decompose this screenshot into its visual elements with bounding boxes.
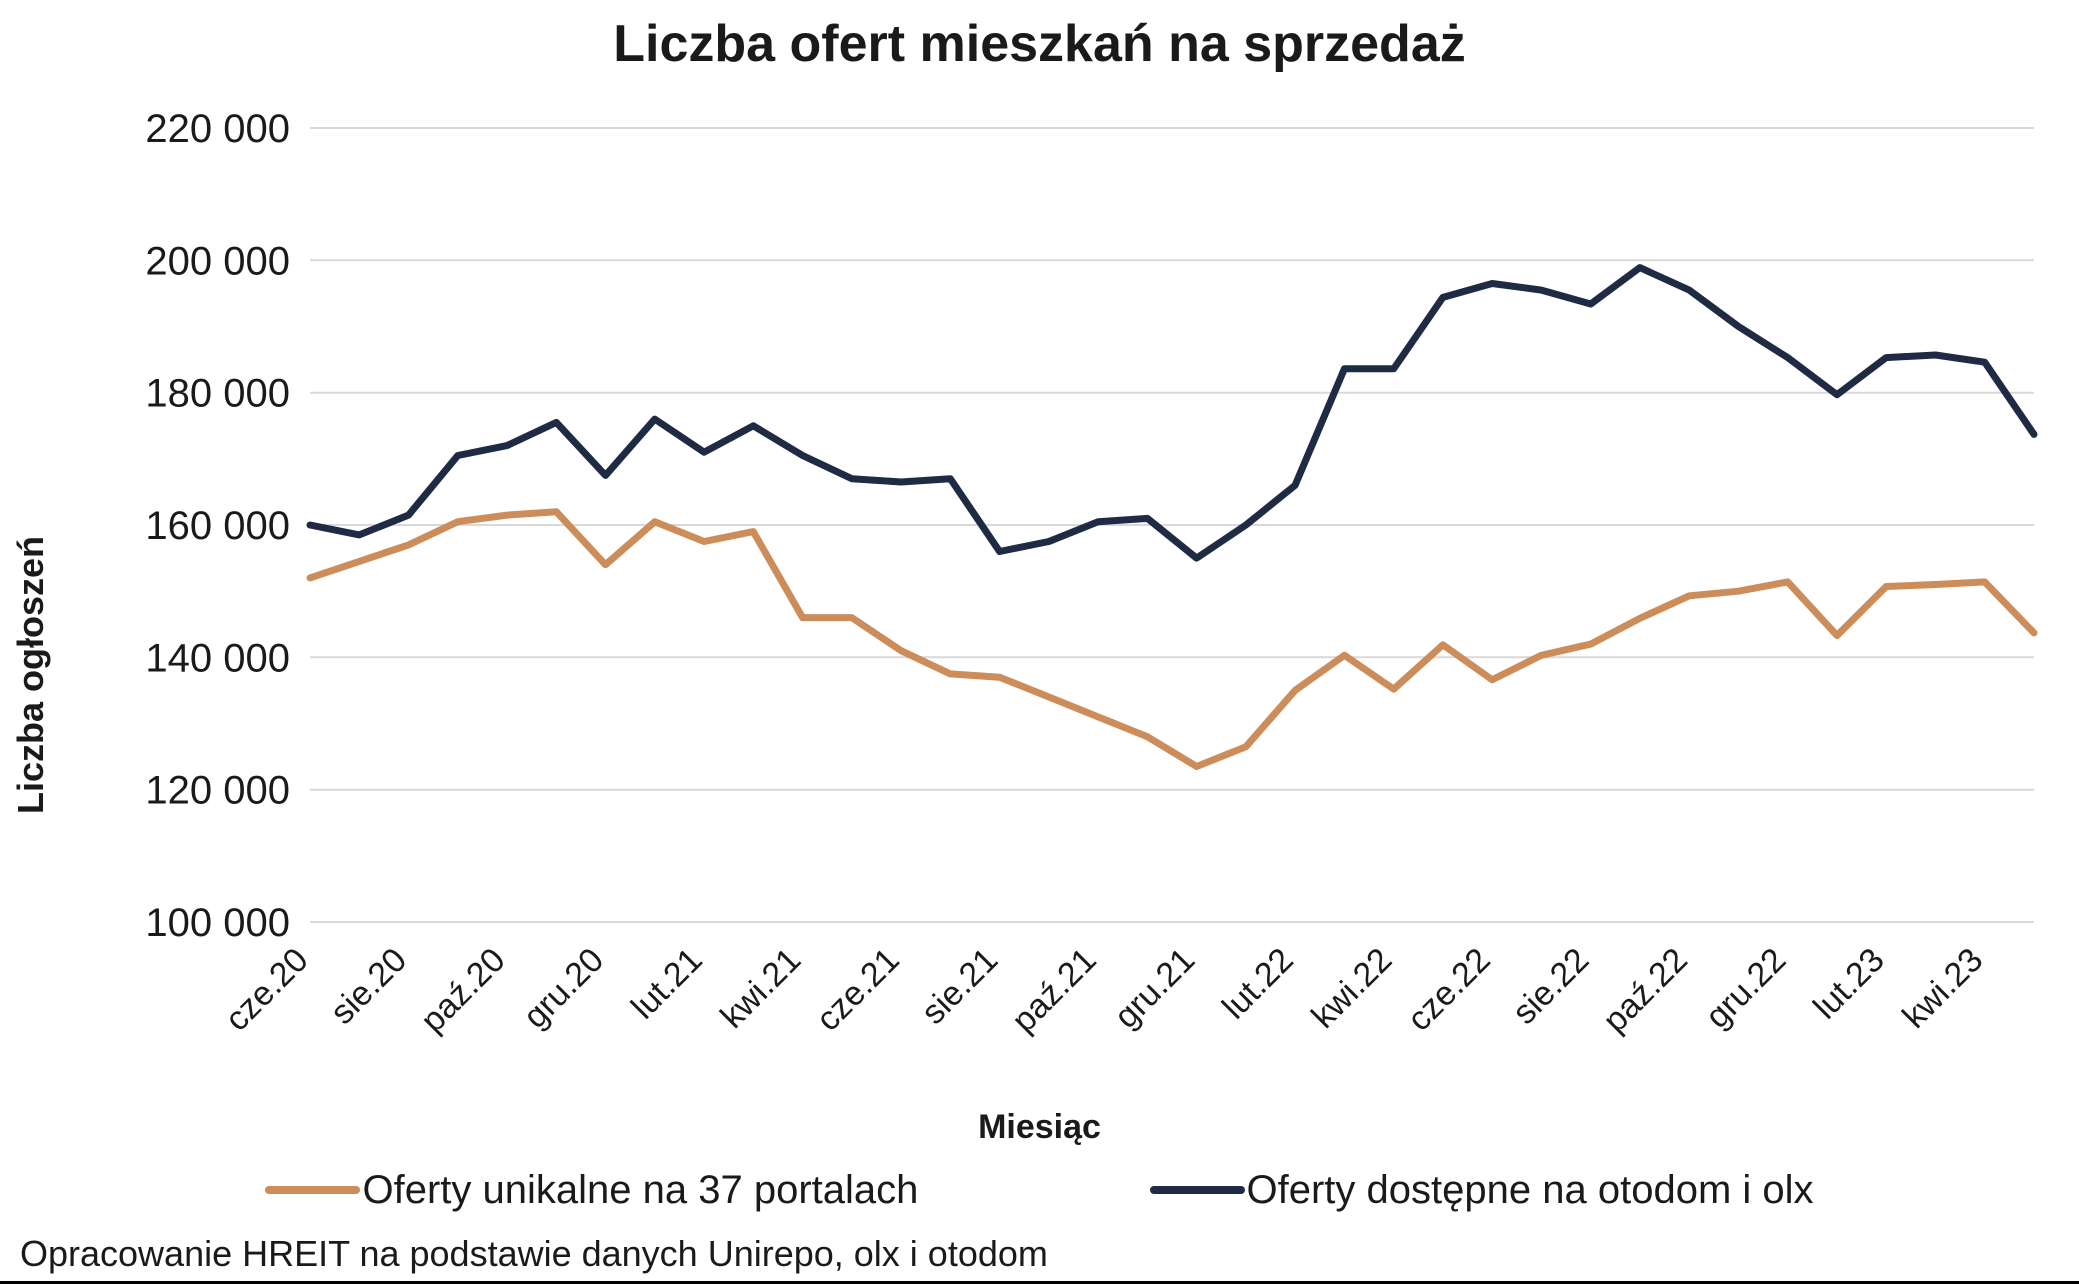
svg-text:sie.22: sie.22 — [1505, 941, 1596, 1032]
svg-text:paź.22: paź.22 — [1596, 941, 1695, 1040]
svg-text:180 000: 180 000 — [145, 372, 290, 416]
svg-text:220 000: 220 000 — [145, 107, 290, 151]
svg-text:140 000: 140 000 — [145, 636, 290, 680]
svg-text:100 000: 100 000 — [145, 901, 290, 945]
svg-text:sie.20: sie.20 — [323, 941, 414, 1032]
svg-text:kwi.23: kwi.23 — [1895, 941, 1990, 1036]
svg-text:lut.21: lut.21 — [624, 941, 710, 1027]
svg-text:lut.23: lut.23 — [1806, 941, 1892, 1027]
svg-text:120 000: 120 000 — [145, 769, 290, 813]
svg-text:cze.21: cze.21 — [809, 941, 907, 1039]
svg-text:sie.21: sie.21 — [914, 941, 1005, 1032]
svg-text:paź.20: paź.20 — [414, 941, 513, 1040]
svg-text:160 000: 160 000 — [145, 504, 290, 548]
svg-text:cze.20: cze.20 — [218, 941, 316, 1039]
svg-text:gru.22: gru.22 — [1698, 941, 1793, 1036]
svg-text:gru.20: gru.20 — [516, 941, 611, 1036]
svg-text:200 000: 200 000 — [145, 239, 290, 283]
svg-text:gru.21: gru.21 — [1107, 941, 1202, 1036]
svg-text:paź.21: paź.21 — [1005, 941, 1104, 1040]
svg-text:kwi.21: kwi.21 — [713, 941, 808, 1036]
svg-text:kwi.22: kwi.22 — [1304, 941, 1399, 1036]
svg-text:lut.22: lut.22 — [1215, 941, 1301, 1027]
svg-text:cze.22: cze.22 — [1400, 941, 1498, 1039]
